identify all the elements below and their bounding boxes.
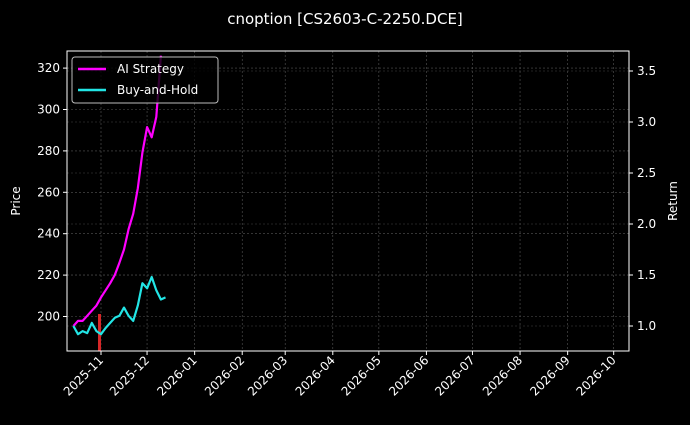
x-tick-label: 2026-02 <box>202 353 247 398</box>
y-tick-label-left: 260 <box>37 185 60 199</box>
x-tick-label: 2026-10 <box>573 353 618 398</box>
legend-label-ai-strategy: AI Strategy <box>117 62 184 76</box>
x-tick-label: 2026-04 <box>293 353 338 398</box>
y-tick-label-left: 320 <box>37 61 60 75</box>
y-tick-label-right: 2.0 <box>637 217 656 231</box>
x-tick-label: 2026-08 <box>480 353 525 398</box>
y-axis-label-left: Price <box>9 186 23 215</box>
y-tick-label-right: 1.5 <box>637 268 656 282</box>
series-lines <box>72 55 166 336</box>
y-tick-label-left: 200 <box>37 310 60 324</box>
legend-label-buy-and-hold: Buy-and-Hold <box>117 83 198 97</box>
x-tick-label: 2026-09 <box>527 353 572 398</box>
series-line <box>72 275 166 336</box>
grid <box>67 51 629 351</box>
legend: AI Strategy Buy-and-Hold <box>71 56 219 104</box>
x-tick-label: 2026-07 <box>432 353 477 398</box>
series-line <box>72 55 162 327</box>
y-tick-label-right: 2.5 <box>637 166 656 180</box>
x-tick-label: 2026-03 <box>245 353 290 398</box>
y-axis-label-right: Return <box>666 181 680 221</box>
chart-title: cnoption [CS2603-C-2250.DCE] <box>227 10 463 28</box>
y-axis-left: 200 220 240 260 280 300 320 <box>37 61 67 324</box>
plot-frame <box>66 50 630 352</box>
x-tick-label: 2026-06 <box>386 353 431 398</box>
x-tick-label: 2026-01 <box>154 353 199 398</box>
y-tick-label-left: 280 <box>37 144 60 158</box>
y-tick-label-left: 240 <box>37 227 60 241</box>
x-tick-label: 2025-12 <box>107 353 152 398</box>
y-tick-label-left: 300 <box>37 103 60 117</box>
y-tick-label-right: 3.5 <box>637 64 656 78</box>
y-tick-label-right: 1.0 <box>637 319 656 333</box>
y-axis-right: 1.0 1.5 2.0 2.5 3.0 3.5 <box>629 64 656 333</box>
y-tick-label-right: 3.0 <box>637 115 656 129</box>
y-tick-label-left: 220 <box>37 268 60 282</box>
x-tick-label: 2025-11 <box>61 353 106 398</box>
x-tick-label: 2026-05 <box>339 353 384 398</box>
